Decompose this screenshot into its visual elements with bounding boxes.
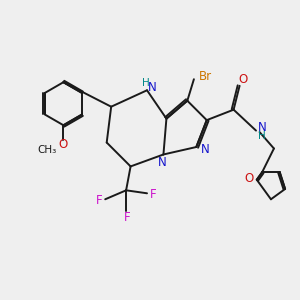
Text: N: N [201, 143, 210, 156]
Text: N: N [148, 81, 157, 94]
Text: O: O [238, 73, 248, 86]
Text: F: F [123, 211, 130, 224]
Text: F: F [96, 194, 103, 207]
Text: CH₃: CH₃ [38, 145, 57, 155]
Text: F: F [150, 188, 157, 201]
Text: N: N [158, 156, 166, 169]
Text: O: O [245, 172, 254, 185]
Text: Br: Br [199, 70, 212, 83]
Text: N: N [258, 121, 266, 134]
Text: O: O [58, 138, 68, 151]
Text: H: H [142, 78, 149, 88]
Text: H: H [258, 131, 266, 141]
